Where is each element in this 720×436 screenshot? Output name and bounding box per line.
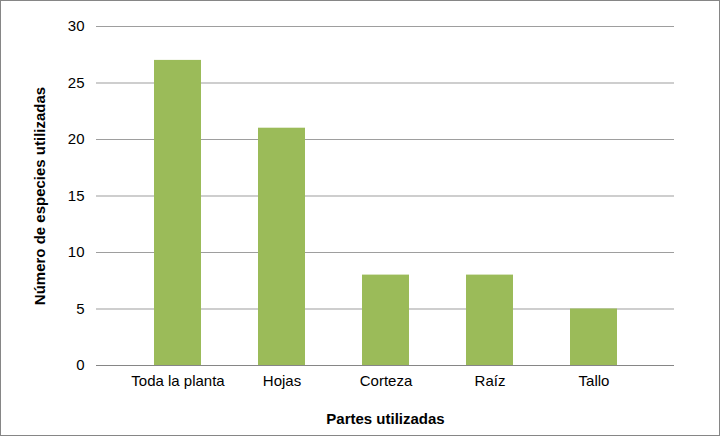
svg-text:Toda la planta: Toda la planta [131,372,225,389]
svg-text:0: 0 [76,356,84,373]
svg-text:Corteza: Corteza [360,372,413,389]
svg-text:25: 25 [68,74,85,91]
svg-text:Hojas: Hojas [263,372,301,389]
svg-text:20: 20 [68,130,85,147]
svg-text:5: 5 [76,300,84,317]
svg-text:Partes utilizadas: Partes utilizadas [326,410,444,427]
svg-text:10: 10 [68,243,85,260]
svg-text:Raíz: Raíz [475,372,506,389]
svg-text:30: 30 [68,17,85,34]
svg-text:15: 15 [68,187,85,204]
svg-text:Número de especies utilizadas: Número de especies utilizadas [31,87,48,305]
svg-text:Tallo: Tallo [579,372,610,389]
